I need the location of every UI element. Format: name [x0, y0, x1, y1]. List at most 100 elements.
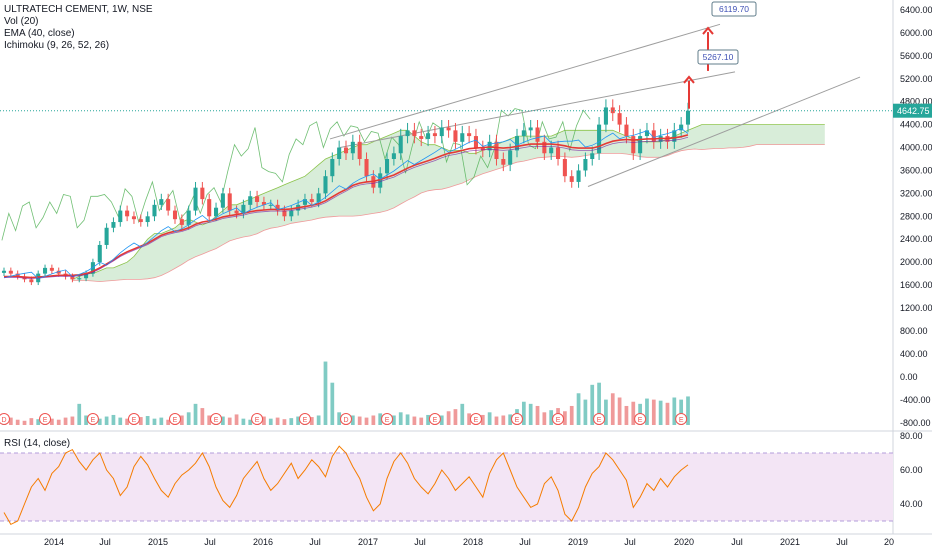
earnings-marker: [593, 413, 606, 425]
rsi-band: [0, 453, 893, 521]
volume-bar: [467, 413, 471, 425]
candle-body: [125, 210, 130, 217]
volume-bar: [631, 401, 636, 425]
price-tick-label: 1600.00: [900, 280, 932, 290]
volume-bar: [29, 418, 34, 425]
volume-bar: [651, 399, 656, 425]
candle-body: [343, 147, 349, 154]
price-tick-label: 2000.00: [900, 257, 932, 267]
candle-body: [487, 141, 492, 151]
time-tick-label: Jul: [519, 537, 531, 547]
target-callout-box-2: [697, 49, 739, 65]
legend-vol: Vol (20): [4, 16, 39, 27]
volume-bar: [316, 415, 321, 425]
ichimoku-base-line: [4, 136, 689, 280]
earnings-marker: [298, 413, 311, 425]
candle-body: [617, 113, 622, 125]
volume-bar: [378, 413, 383, 425]
volume-bar: [412, 416, 417, 425]
volume-bar: [15, 419, 20, 425]
candle-body: [473, 136, 478, 148]
volume-bar: [248, 419, 253, 425]
rsi-tick-label: 80.00: [900, 431, 923, 441]
volume-bar: [419, 417, 424, 425]
candle-body: [302, 199, 307, 205]
candle-body: [426, 133, 431, 139]
time-tick-label: Jul: [204, 537, 216, 547]
candle-body: [521, 130, 526, 137]
volume-bar: [494, 416, 499, 425]
candle-body: [207, 199, 212, 217]
volume-tick-label: 0.00: [900, 372, 918, 382]
earnings-marker-letter: D: [343, 417, 348, 424]
candle-body: [405, 130, 410, 137]
time-tick-label: 2019: [568, 537, 588, 547]
volume-bar: [337, 412, 342, 425]
volume-bar: [330, 382, 335, 425]
volume-tick-label: -800.00: [900, 418, 931, 428]
candle-body: [1, 270, 7, 273]
volume-bar: [179, 415, 184, 425]
volume-bar: [610, 393, 615, 425]
rsi-tick-label: 40.00: [900, 499, 923, 509]
volume-bar: [357, 416, 362, 425]
candle-body: [152, 204, 157, 217]
price-tick-label: 2400.00: [900, 234, 932, 244]
chart-title: ULTRATECH CEMENT, 1W, NSE: [4, 4, 153, 15]
candle-body: [70, 276, 75, 280]
channel-lower-line: [587, 76, 861, 187]
candle-body: [597, 124, 602, 154]
volume-bar: [549, 410, 554, 425]
earnings-marker: [169, 413, 181, 425]
candle-body: [460, 133, 465, 142]
volume-bar: [166, 419, 171, 425]
volume-bar: [645, 398, 649, 425]
earnings-marker-letter: E: [173, 417, 178, 424]
volume-bar: [371, 415, 376, 425]
candle-body: [514, 136, 520, 151]
earnings-marker-letter: D: [1, 417, 6, 424]
time-tick-label: Jul: [99, 537, 111, 547]
volume-bar: [104, 416, 109, 425]
volume-tick-label: 800.00: [900, 326, 928, 336]
volume-bar: [289, 418, 294, 425]
earnings-marker: [86, 413, 99, 425]
time-tick-label: Jul: [624, 537, 636, 547]
volume-tick-label: 400.00: [900, 349, 928, 359]
time-tick-label: 2016: [253, 537, 273, 547]
volume-bar: [159, 417, 164, 425]
target-callout-box-1: [711, 1, 757, 17]
volume-bar: [528, 403, 533, 425]
volume-bar: [535, 405, 540, 425]
target-arrowhead-1: [683, 75, 695, 84]
earnings-marker: [127, 413, 140, 425]
volume-bar: [63, 417, 68, 425]
time-tick-label: Jul: [836, 537, 848, 547]
earnings-marker: [0, 413, 10, 425]
volume-bar: [262, 416, 266, 425]
volume-bar: [364, 417, 369, 425]
earnings-marker-letter: E: [638, 417, 643, 424]
earnings-marker-letter: E: [303, 417, 308, 424]
candle-body: [385, 159, 390, 174]
volume-bar: [97, 418, 102, 425]
candle-body: [275, 204, 280, 211]
volume-bar: [350, 415, 355, 425]
earnings-marker-letter: E: [515, 417, 520, 424]
candle-body: [77, 278, 82, 280]
earnings-marker: [552, 413, 565, 425]
volume-bar: [521, 401, 526, 425]
volume-tick-label: -400.00: [900, 395, 931, 405]
candle-body: [255, 196, 260, 202]
candle-body: [446, 127, 451, 131]
candle-body: [480, 147, 485, 151]
candle-body: [337, 147, 342, 159]
candle-body: [453, 130, 458, 142]
candle-body: [535, 127, 540, 142]
candle-body: [583, 159, 588, 171]
volume-bar: [617, 397, 622, 425]
price-tick-label: 4000.00: [900, 143, 932, 153]
candle-body: [542, 141, 547, 154]
price-tick-label: 6000.00: [900, 28, 932, 38]
